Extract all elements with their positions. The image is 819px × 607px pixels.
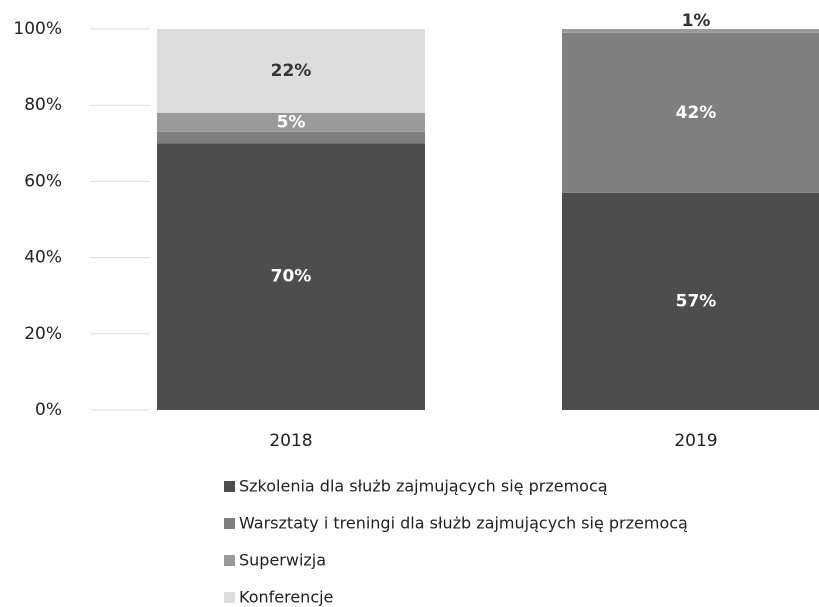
y-tick-label: 20% <box>24 324 62 344</box>
y-tick-label: 40% <box>24 248 62 268</box>
bar-segment <box>157 112 425 132</box>
legend-swatch <box>224 481 235 492</box>
legend-label: Konferencje <box>239 588 333 607</box>
y-tick-label: 100% <box>13 19 62 39</box>
bar-segment <box>562 192 819 410</box>
data-label: 70% <box>271 267 312 287</box>
y-tick-label: 60% <box>24 171 62 191</box>
legend-label: Warsztaty i treningi dla służb zajmujący… <box>239 514 688 533</box>
bar-segment <box>562 32 819 193</box>
legend-label: Szkolenia dla służb zajmujących się prze… <box>239 477 608 496</box>
data-label: 5% <box>277 112 306 132</box>
bar-segment <box>157 143 425 411</box>
bar-segment <box>157 29 425 113</box>
legend-swatch <box>224 518 235 529</box>
bar-segment <box>562 29 819 33</box>
data-label: 22% <box>271 61 312 81</box>
legend-swatch <box>224 592 235 603</box>
y-tick-label: 80% <box>24 95 62 115</box>
data-label: 42% <box>676 103 717 123</box>
legend-swatch <box>224 555 235 566</box>
legend-label: Superwizja <box>239 551 326 570</box>
x-tick-label: 2018 <box>269 431 312 451</box>
bar-segment <box>157 131 425 144</box>
data-label: 1% <box>682 11 711 31</box>
data-label: 57% <box>676 291 717 311</box>
x-tick-label: 2019 <box>674 431 717 451</box>
y-tick-label: 0% <box>35 400 62 420</box>
